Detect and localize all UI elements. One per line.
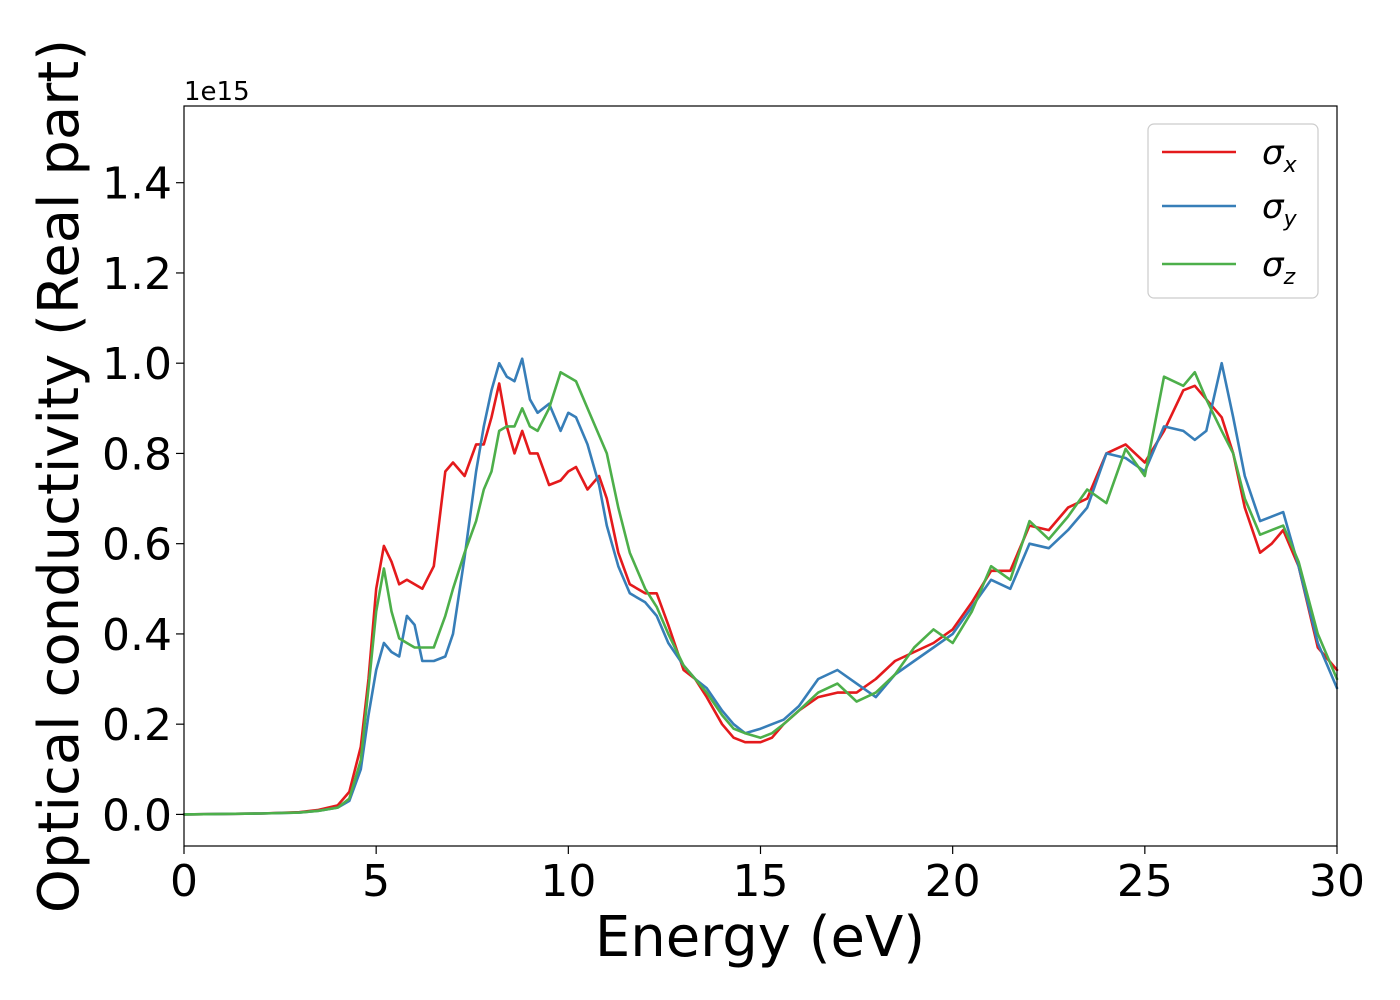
y-tick-label: 0.4 bbox=[102, 610, 172, 661]
y-tick-label: 0.2 bbox=[102, 700, 172, 751]
plot-area bbox=[182, 105, 1339, 847]
x-tick-label: 25 bbox=[1117, 856, 1173, 907]
y-axis: 0.0 0.2 0.4 0.6 0.8 1.0 1.2 1.4 bbox=[102, 159, 184, 841]
legend-box bbox=[1147, 123, 1319, 299]
y-tick-label: 1.4 bbox=[102, 159, 172, 210]
series-layer bbox=[182, 357, 1339, 816]
y-tick-label: 1.2 bbox=[102, 249, 172, 300]
x-axis-title: Energy (eV) bbox=[595, 905, 925, 970]
x-tick-label: 15 bbox=[733, 856, 789, 907]
series-line-x bbox=[182, 382, 1339, 816]
x-tick-label: 30 bbox=[1309, 856, 1365, 907]
x-tick-label: 10 bbox=[540, 856, 596, 907]
y-tick-label: 0.6 bbox=[102, 520, 172, 571]
x-tick-label: 20 bbox=[925, 856, 981, 907]
y-offset-label: 1e15 bbox=[184, 77, 250, 107]
y-tick-label: 1.0 bbox=[102, 339, 172, 390]
legend-label-z: σz bbox=[1262, 245, 1296, 290]
y-axis-title: Optical conductivity (Real part) bbox=[27, 39, 92, 913]
series-line-z bbox=[182, 370, 1339, 816]
y-tick-label: 0.0 bbox=[102, 790, 172, 841]
x-tick-label: 5 bbox=[362, 856, 390, 907]
x-axis: 0 5 10 15 20 25 30 bbox=[170, 846, 1365, 907]
y-tick-label: 0.8 bbox=[102, 429, 172, 480]
x-tick-label: 0 bbox=[170, 856, 198, 907]
